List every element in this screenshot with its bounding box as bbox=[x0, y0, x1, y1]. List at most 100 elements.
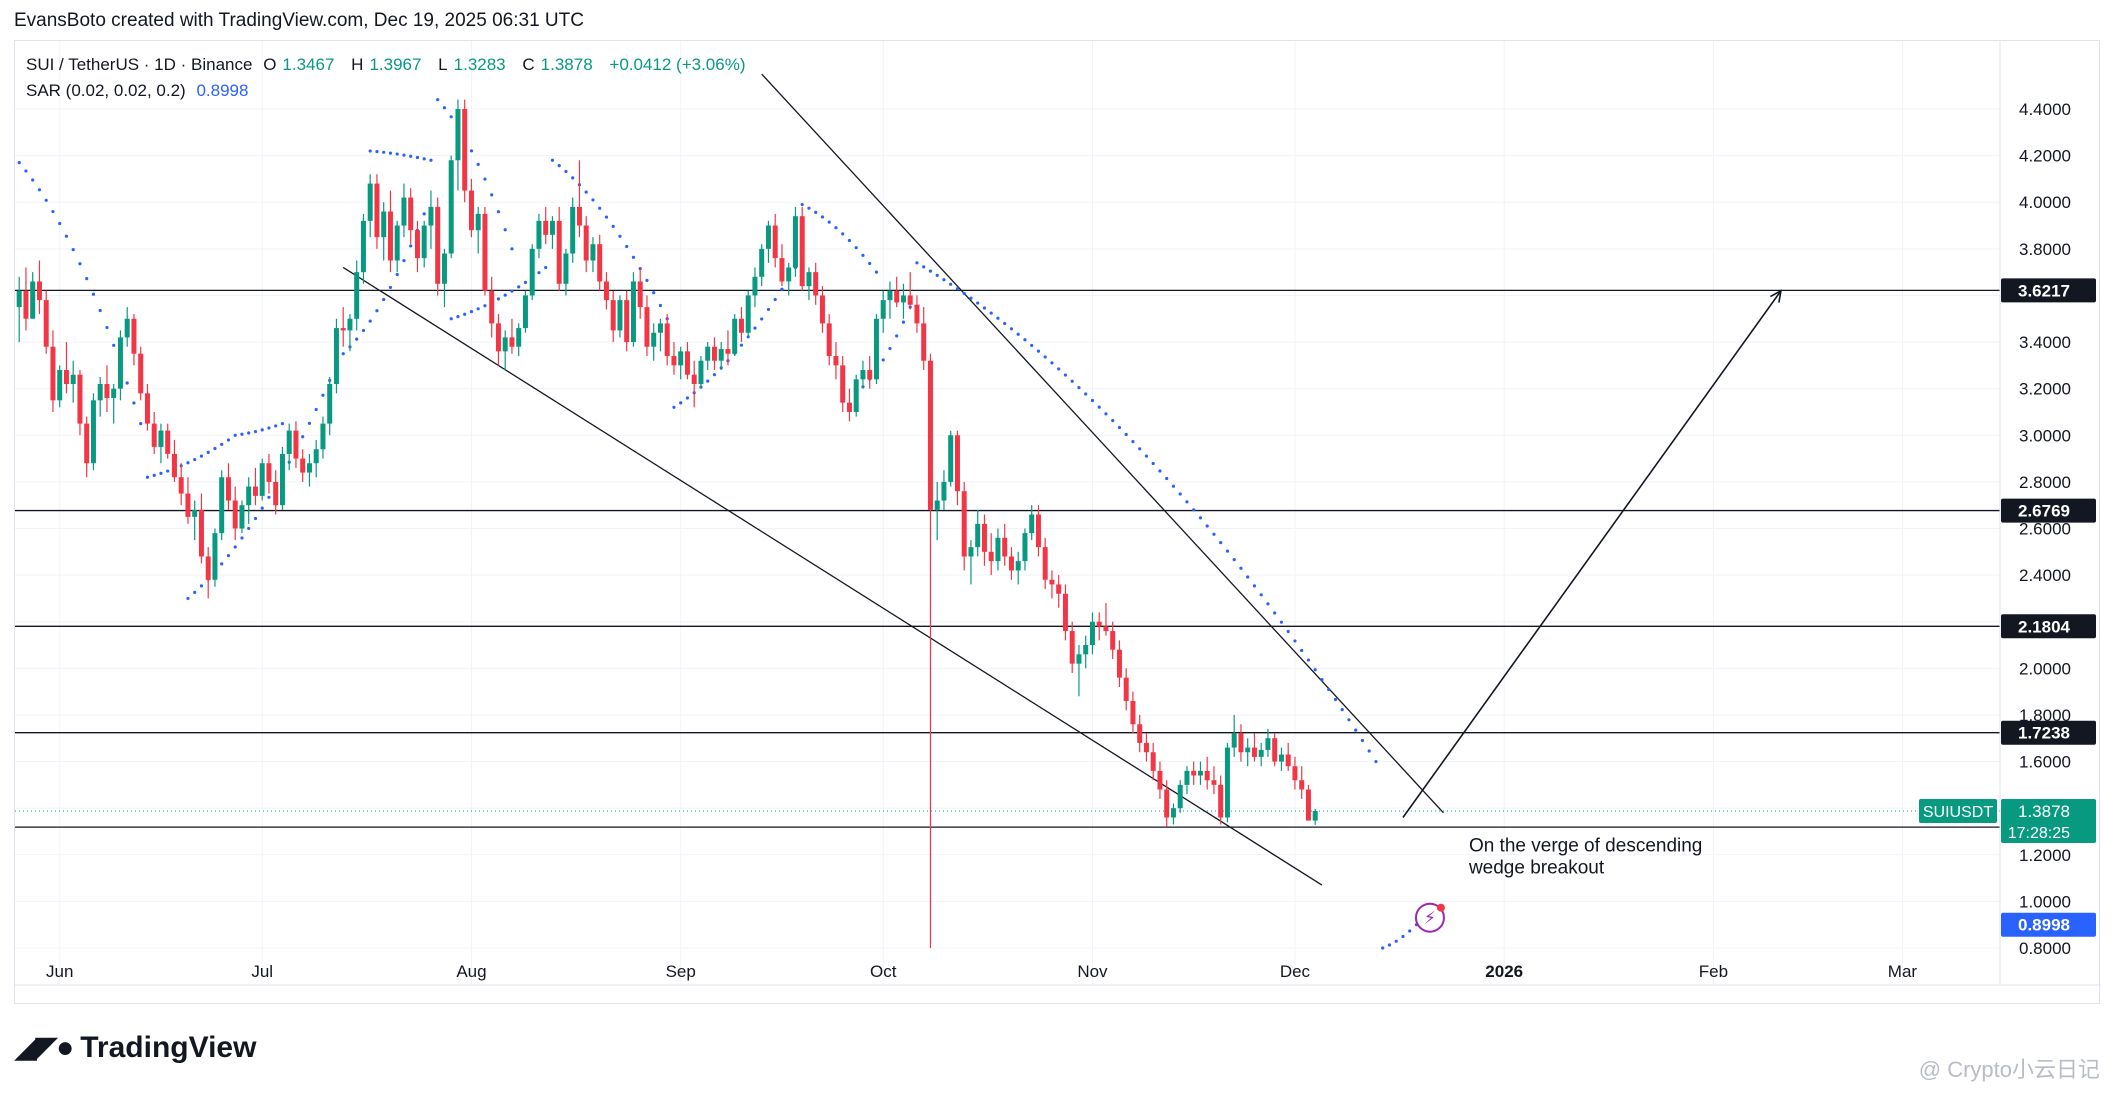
sar-dot bbox=[1340, 707, 1344, 712]
candle bbox=[313, 439, 319, 478]
sar-dot bbox=[186, 461, 190, 465]
candle bbox=[90, 393, 96, 471]
candle-body bbox=[279, 453, 285, 506]
candle bbox=[475, 206, 481, 254]
time-tick-label: Oct bbox=[870, 962, 897, 981]
candle bbox=[860, 360, 866, 389]
candle-body bbox=[759, 248, 765, 277]
level-price-tag-text: 1.7238 bbox=[2018, 724, 2070, 743]
candle-body bbox=[1245, 747, 1251, 753]
sar-dot bbox=[1252, 584, 1257, 588]
candle-body bbox=[988, 551, 994, 562]
candle bbox=[1035, 505, 1041, 557]
candle bbox=[738, 307, 744, 343]
candle bbox=[954, 430, 960, 506]
sar-dot bbox=[503, 228, 507, 232]
candle-body bbox=[995, 537, 1001, 562]
last-price-tag: 1.3878 17:28:25 bbox=[2001, 799, 2096, 844]
candle-body bbox=[489, 290, 495, 324]
candle-body bbox=[914, 304, 920, 324]
candle-body bbox=[813, 272, 819, 296]
sar-dot bbox=[1219, 541, 1223, 545]
candle bbox=[151, 411, 157, 454]
sar-dot bbox=[1381, 946, 1385, 950]
candle bbox=[583, 216, 589, 273]
candle bbox=[914, 295, 920, 333]
candle-body bbox=[16, 290, 22, 308]
sar-dot bbox=[503, 293, 507, 297]
candle bbox=[414, 220, 420, 273]
candle bbox=[651, 323, 657, 361]
candle bbox=[482, 206, 488, 296]
candle bbox=[300, 449, 306, 482]
candle-body bbox=[340, 328, 346, 331]
tradingview-logo[interactable]: ◢◤● TradingView bbox=[14, 1030, 256, 1065]
author-line: EvansBoto created with TradingView.com, … bbox=[14, 10, 584, 31]
candle-body bbox=[462, 109, 468, 191]
candle-body bbox=[414, 230, 420, 259]
candle bbox=[279, 446, 285, 510]
sar-dot bbox=[949, 282, 953, 286]
wedge-trendline bbox=[342, 266, 1323, 886]
candle bbox=[495, 314, 501, 366]
sar-dot bbox=[1313, 668, 1317, 672]
legend-sar-label[interactable]: SAR (0.02, 0.02, 0.2) bbox=[26, 81, 186, 100]
candle-body bbox=[219, 477, 225, 534]
candle-body bbox=[1218, 784, 1224, 818]
symbol-label-bg bbox=[1919, 799, 1997, 824]
candle bbox=[1292, 756, 1298, 790]
legend-symbol[interactable]: SUI / TetherUS · 1D · Binance bbox=[26, 55, 253, 74]
candle bbox=[219, 470, 225, 541]
candle-body bbox=[1224, 747, 1230, 818]
candle-body bbox=[745, 295, 751, 333]
candle-body bbox=[43, 300, 49, 347]
candle-body bbox=[711, 346, 717, 361]
sar-dot bbox=[1212, 532, 1216, 536]
level-price-tag-bg bbox=[2001, 498, 2096, 523]
level-price-tag: 3.6217 bbox=[2001, 278, 2096, 303]
candle-body bbox=[441, 253, 447, 284]
sar-dot bbox=[523, 280, 528, 284]
chart-frame[interactable]: On the verge of descending wedge breakout… bbox=[14, 40, 2101, 1005]
candle-body bbox=[482, 213, 488, 291]
candle-body bbox=[401, 197, 407, 226]
candle bbox=[131, 314, 137, 366]
candle bbox=[745, 290, 751, 338]
candle bbox=[563, 248, 569, 296]
sar-dot bbox=[780, 287, 784, 291]
candle-body bbox=[624, 300, 630, 343]
legend-high: H 1.3967 bbox=[351, 55, 422, 74]
level-price-tag-bg bbox=[2001, 720, 2096, 745]
sar-dot bbox=[1023, 338, 1027, 342]
sar-dot bbox=[226, 438, 231, 442]
sar-dot bbox=[861, 253, 865, 257]
candle bbox=[671, 342, 677, 375]
candle bbox=[1278, 747, 1284, 771]
candle-body bbox=[698, 360, 704, 385]
candle bbox=[968, 540, 974, 585]
candle-body bbox=[705, 346, 711, 361]
candle-body bbox=[502, 337, 508, 352]
candle-body bbox=[1157, 770, 1163, 790]
candle-body bbox=[300, 458, 306, 473]
candle bbox=[1056, 575, 1062, 608]
candle bbox=[1204, 756, 1210, 790]
candle-body bbox=[448, 160, 454, 254]
candle bbox=[23, 267, 29, 331]
candle-body bbox=[1062, 593, 1068, 632]
lightning-badge-icon bbox=[1414, 902, 1445, 933]
candle-body bbox=[576, 206, 582, 226]
sar-dot bbox=[166, 469, 170, 473]
candle bbox=[657, 318, 663, 352]
candle bbox=[610, 290, 616, 343]
sar-dot bbox=[1009, 327, 1014, 331]
candle-body bbox=[1049, 579, 1055, 585]
candle bbox=[333, 318, 339, 394]
candle-body bbox=[549, 220, 555, 235]
sar-dot bbox=[841, 232, 845, 236]
candle bbox=[273, 470, 279, 515]
sar-dot bbox=[307, 421, 312, 425]
sar-dot bbox=[17, 161, 21, 165]
